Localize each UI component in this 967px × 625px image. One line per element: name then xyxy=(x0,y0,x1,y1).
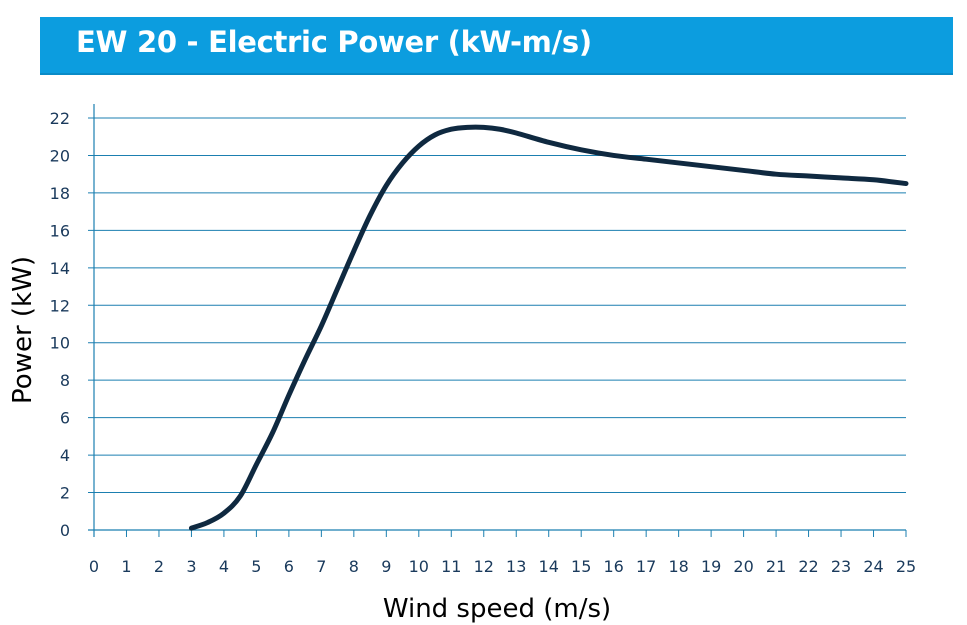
x-tick-label: 6 xyxy=(284,557,294,576)
x-tick-label: 9 xyxy=(381,557,391,576)
y-tick-label: 14 xyxy=(50,259,70,278)
x-tick-label: 20 xyxy=(733,557,753,576)
x-tick-label: 5 xyxy=(251,557,261,576)
x-tick-label: 17 xyxy=(636,557,656,576)
series-layer xyxy=(188,124,909,531)
x-tick-label: 3 xyxy=(186,557,196,576)
y-tick-label: 20 xyxy=(50,146,70,165)
y-tick-label: 8 xyxy=(60,371,70,390)
x-tick-label: 15 xyxy=(571,557,591,576)
y-tick-labels: 0 2 4 6 8 10 12 14 16 18 20 22 xyxy=(50,109,70,540)
y-axis-title: Power (kW) xyxy=(8,256,38,404)
x-tick-label: 4 xyxy=(219,557,229,576)
x-tick-label: 12 xyxy=(474,557,494,576)
x-tick-label: 24 xyxy=(863,557,883,576)
y-tick-label: 0 xyxy=(60,521,70,540)
x-tick-label: 2 xyxy=(154,557,164,576)
grid-layer xyxy=(88,117,906,531)
x-tick-label: 10 xyxy=(409,557,429,576)
x-tick-label: 14 xyxy=(539,557,559,576)
x-tick-label: 11 xyxy=(441,557,461,576)
x-tick-label: 0 xyxy=(89,557,99,576)
chart-title: EW 20 - Electric Power (kW-m/s) xyxy=(76,25,592,59)
y-tick-label: 22 xyxy=(50,109,70,128)
y-tick-label: 4 xyxy=(60,446,70,465)
x-tick-label: 22 xyxy=(798,557,818,576)
x-tick-label: 1 xyxy=(121,557,131,576)
x-tick-label: 19 xyxy=(701,557,721,576)
y-tick-label: 10 xyxy=(50,334,70,353)
y-tick-label: 16 xyxy=(50,221,70,240)
x-tick-label: 21 xyxy=(766,557,786,576)
x-tick-label: 23 xyxy=(831,557,851,576)
y-tick-label: 18 xyxy=(50,184,70,203)
x-tick-label: 13 xyxy=(506,557,526,576)
power-curve-line xyxy=(188,124,909,531)
title-banner: EW 20 - Electric Power (kW-m/s) xyxy=(40,17,953,75)
x-tick-label: 18 xyxy=(668,557,688,576)
x-axis-title: Wind speed (m/s) xyxy=(383,594,611,624)
axis-layer xyxy=(88,104,907,537)
y-tick-label: 2 xyxy=(60,484,70,503)
y-tick-label: 6 xyxy=(60,409,70,428)
x-tick-label: 25 xyxy=(896,557,916,576)
x-tick-labels: 0 1 2 3 4 5 6 7 8 9 10 11 12 13 14 15 16 17 18 19 20 21 22 23 24… xyxy=(89,557,916,576)
x-tick-label: 16 xyxy=(604,557,624,576)
x-tick-label: 8 xyxy=(349,557,359,576)
y-tick-label: 12 xyxy=(50,296,70,315)
x-tick-label: 7 xyxy=(316,557,326,576)
